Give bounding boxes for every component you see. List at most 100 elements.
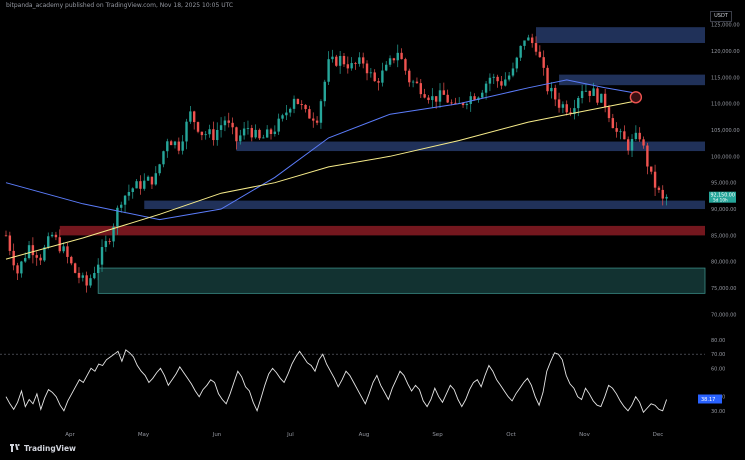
- candle-body: [50, 234, 54, 237]
- zone-supply-0: [536, 27, 705, 43]
- candle-body: [62, 246, 65, 252]
- chart-canvas[interactable]: 125,000.00 120,000.00 115,000.00 110,000.00…: [0, 0, 745, 440]
- tradingview-logo[interactable]: TradingView: [10, 443, 76, 453]
- candle-body: [350, 63, 353, 69]
- candle-body: [630, 138, 634, 151]
- candle-body: [223, 120, 227, 126]
- candle-body: [377, 81, 380, 83]
- candle-body: [365, 63, 369, 74]
- time-tick-label: Dec: [653, 432, 664, 438]
- candle-body: [519, 45, 522, 58]
- candle-body: [116, 207, 119, 227]
- candle-body: [273, 131, 277, 135]
- candle-body: [573, 108, 576, 115]
- candle-body: [434, 96, 438, 102]
- candle-body: [496, 76, 499, 82]
- candle-body: [81, 275, 85, 278]
- candle-body: [361, 57, 365, 64]
- candle-body: [419, 83, 422, 95]
- candle-body: [392, 58, 396, 61]
- candle-body: [131, 188, 134, 193]
- candle-body: [304, 104, 307, 110]
- time-tick-label: May: [138, 432, 150, 438]
- candle-body: [204, 134, 207, 136]
- candle-body: [235, 127, 238, 142]
- candle-body: [200, 131, 204, 136]
- candle-body: [442, 90, 446, 95]
- candle-body: [335, 56, 338, 66]
- chart-publication-header: bitpanda_academy published on TradingVie…: [6, 2, 234, 9]
- zone-supply-3: [144, 200, 705, 210]
- candle-body: [96, 264, 100, 273]
- candle-body: [657, 187, 661, 190]
- candle-body: [177, 141, 181, 151]
- candle-body: [162, 151, 165, 165]
- candle-body: [123, 195, 127, 205]
- candle-body: [388, 58, 392, 65]
- candle-body: [623, 131, 626, 140]
- candle-body: [665, 196, 668, 199]
- zone-resistance-4: [59, 225, 706, 236]
- candle-body: [530, 37, 534, 44]
- time-axis[interactable]: Apr May Jun Jul Aug Sep Oct Nov Dec: [65, 432, 663, 438]
- rsi-tick-label: 60.00: [711, 366, 725, 372]
- price-tick-label: 120,000.00: [711, 49, 740, 55]
- candle-body: [550, 87, 553, 92]
- time-tick-label: Jul: [286, 432, 294, 438]
- candle-body: [196, 122, 200, 132]
- candle-body: [515, 57, 519, 69]
- candle-body: [580, 91, 584, 99]
- candle-body: [31, 245, 35, 256]
- candle-body: [246, 128, 250, 129]
- candle-body: [139, 181, 142, 189]
- candle-body: [385, 64, 388, 71]
- candle-body: [523, 40, 526, 46]
- candle-body: [104, 241, 108, 248]
- candle-body: [4, 235, 8, 237]
- candle-body: [277, 118, 280, 132]
- candle-body: [569, 112, 572, 115]
- crossover-marker-circle: [629, 91, 643, 104]
- candle-body: [557, 99, 561, 108]
- zone-layer: [59, 27, 706, 294]
- candle-body: [342, 55, 346, 65]
- candle-body: [73, 263, 77, 273]
- candle-body: [143, 180, 146, 189]
- candle-body: [346, 64, 350, 69]
- price-tick-label: 95,000.00: [711, 181, 736, 187]
- candle-body: [70, 256, 73, 264]
- currency-label[interactable]: USDT: [710, 11, 732, 22]
- candle-body: [534, 43, 538, 52]
- candle-body: [43, 247, 46, 261]
- candle-body: [212, 129, 215, 141]
- candle-body: [338, 55, 342, 66]
- moving-average-layer: [5, 79, 636, 260]
- candle-body: [634, 132, 638, 139]
- candle-body: [35, 255, 38, 258]
- candle-body: [661, 189, 664, 199]
- candle-body: [431, 96, 434, 101]
- candle-body: [481, 92, 484, 98]
- time-tick-label: Nov: [579, 432, 590, 438]
- time-tick-label: Oct: [506, 432, 516, 438]
- candle-body: [285, 112, 288, 116]
- candle-body: [404, 59, 407, 71]
- price-tick-label: 105,000.00: [711, 128, 740, 134]
- rsi-line: [5, 349, 668, 414]
- candle-body: [319, 101, 323, 123]
- candle-body: [262, 137, 265, 139]
- candle-body: [89, 278, 92, 286]
- candle-body: [461, 103, 465, 106]
- candle-body: [408, 70, 411, 83]
- candle-body: [527, 37, 530, 41]
- candle-body: [154, 173, 157, 185]
- candle-body: [638, 132, 641, 140]
- rsi-tick-label: 70.00: [711, 352, 725, 358]
- candle-body: [308, 109, 311, 119]
- candle-body: [369, 72, 373, 74]
- price-axis[interactable]: 125,000.00 120,000.00 115,000.00 110,000.00…: [709, 23, 740, 319]
- candle-body: [538, 51, 542, 58]
- candle-body: [158, 164, 161, 174]
- price-tick-label: 115,000.00: [711, 75, 740, 81]
